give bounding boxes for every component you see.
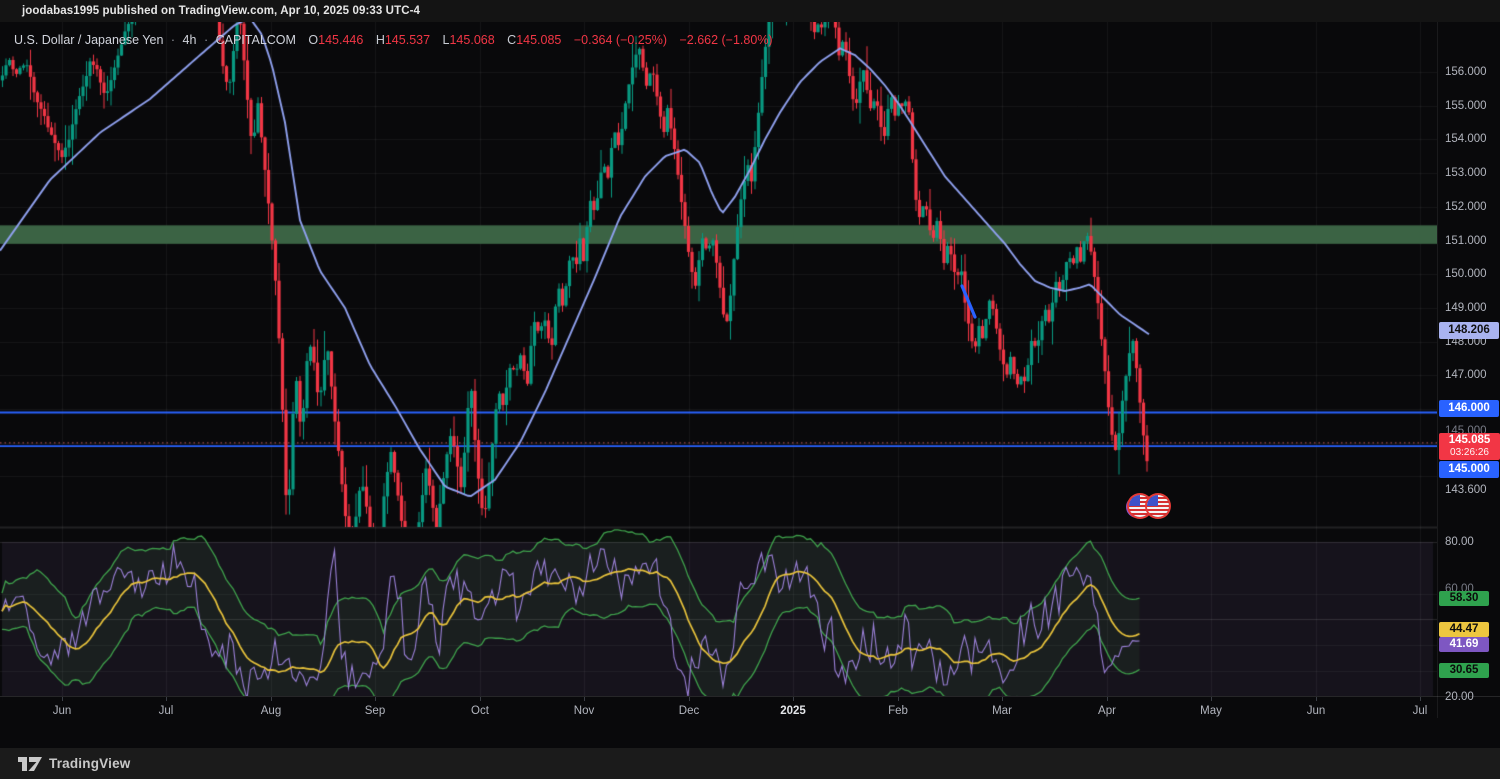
cumulative-change-value: −2.662 (−1.80%) xyxy=(679,33,772,47)
time-axis-tickmark xyxy=(793,697,794,701)
time-axis[interactable]: Jun Jul Aug Sep Oct Nov Dec 2025 Feb Mar Apr May Jun… xyxy=(0,696,1500,727)
time-axis-tickmark xyxy=(1420,697,1421,701)
axis-tick: 20.00 xyxy=(1445,690,1474,704)
indicator-value-label: 44.47 xyxy=(1439,622,1489,637)
open-key: O xyxy=(308,33,318,47)
axis-tick: 155.000 xyxy=(1445,99,1487,113)
price-chart-canvas[interactable] xyxy=(0,22,1437,718)
tradingview-logo-text: TradingView xyxy=(49,756,130,771)
chart-area[interactable]: U.S. Dollar / Japanese Yen · 4h · CAPITA… xyxy=(0,22,1500,748)
time-axis-tickmark xyxy=(62,697,63,701)
indicator-value-label: 58.30 xyxy=(1439,591,1489,606)
last-price-value: 145.085 xyxy=(1439,434,1500,447)
time-axis-month-label: Jul xyxy=(1413,705,1428,717)
time-axis-month-label: Sep xyxy=(365,705,385,717)
time-axis-tickmark xyxy=(898,697,899,701)
close-value: 145.085 xyxy=(516,33,561,47)
axis-tick: 150.000 xyxy=(1445,267,1487,281)
attribution-text: joodabas1995 published on TradingView.co… xyxy=(22,5,420,17)
ma-value-label: 148.206 xyxy=(1439,322,1499,339)
time-axis-month-label: Jun xyxy=(53,705,72,717)
axis-tick: 80.00 xyxy=(1445,535,1474,549)
time-axis-month-label: Feb xyxy=(888,705,908,717)
axis-tick: 153.000 xyxy=(1445,166,1487,180)
time-axis-month-label: Aug xyxy=(261,705,281,717)
axis-tick: 143.600 xyxy=(1445,483,1487,497)
time-axis-tickmark xyxy=(1002,697,1003,701)
axis-tick: 149.000 xyxy=(1445,301,1487,315)
symbol-title: U.S. Dollar / Japanese Yen xyxy=(14,33,163,47)
hline-price-label: 146.000 xyxy=(1439,400,1499,417)
time-axis-year-label: 2025 xyxy=(780,705,806,717)
open-value: 145.446 xyxy=(318,33,363,47)
time-axis-month-label: Mar xyxy=(992,705,1012,717)
indicator-value-label: 30.65 xyxy=(1439,663,1489,678)
time-axis-month-label: Jul xyxy=(159,705,174,717)
axis-tick: 154.000 xyxy=(1445,132,1487,146)
time-axis-month-label: Jun xyxy=(1307,705,1326,717)
last-price-label: 145.085 03:26:26 xyxy=(1439,433,1500,460)
tradingview-logo[interactable]: TradingView xyxy=(18,756,130,771)
change-value: −0.364 (−0.25%) xyxy=(574,33,667,47)
flag-canton xyxy=(1129,495,1140,506)
high-key: H xyxy=(376,33,385,47)
price-axis[interactable]: JPY 145.000 60.00 148.206 146.000 145.00… xyxy=(1437,22,1500,718)
close-key: C xyxy=(507,33,516,47)
interval-label: 4h xyxy=(183,33,197,47)
us-flag-event-icon[interactable] xyxy=(1147,495,1169,517)
time-axis-tickmark xyxy=(375,697,376,701)
bar-countdown: 03:26:26 xyxy=(1439,447,1500,459)
time-axis-tickmark xyxy=(584,697,585,701)
tradingview-logo-icon xyxy=(18,757,42,771)
time-axis-month-label: Oct xyxy=(471,705,489,717)
axis-tick: 152.000 xyxy=(1445,200,1487,214)
time-axis-tickmark xyxy=(689,697,690,701)
time-axis-tickmark xyxy=(271,697,272,701)
trend-arrow-drawing[interactable] xyxy=(958,282,984,324)
time-axis-tickmark xyxy=(166,697,167,701)
hline-price-label: 145.000 xyxy=(1439,461,1499,478)
symbol-legend[interactable]: U.S. Dollar / Japanese Yen · 4h · CAPITA… xyxy=(14,33,773,47)
economic-event-icons xyxy=(1127,495,1173,521)
axis-tick: 156.000 xyxy=(1445,65,1487,79)
high-value: 145.537 xyxy=(385,33,430,47)
flag-canton xyxy=(1147,495,1158,506)
axis-tick: 151.000 xyxy=(1445,234,1487,248)
time-axis-month-label: Nov xyxy=(574,705,594,717)
footer-bar: TradingView xyxy=(0,748,1500,779)
time-axis-tickmark xyxy=(1316,697,1317,701)
time-axis-tickmark xyxy=(1107,697,1108,701)
exchange-label: CAPITALCOM xyxy=(216,33,296,47)
time-axis-month-label: Apr xyxy=(1098,705,1116,717)
attribution-bar: joodabas1995 published on TradingView.co… xyxy=(0,0,1500,22)
indicator-value-label: 41.69 xyxy=(1439,637,1489,652)
time-axis-month-label: May xyxy=(1200,705,1222,717)
axis-tick: 147.000 xyxy=(1445,368,1487,382)
time-axis-month-label: Dec xyxy=(679,705,699,717)
time-axis-tickmark xyxy=(1211,697,1212,701)
low-value: 145.068 xyxy=(449,33,494,47)
time-axis-tickmark xyxy=(480,697,481,701)
